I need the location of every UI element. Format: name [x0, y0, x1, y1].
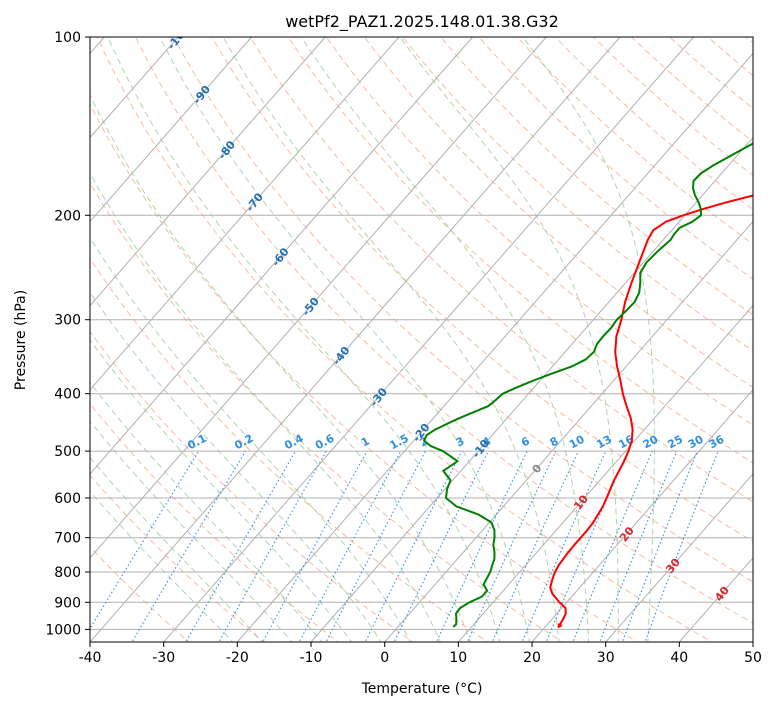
y-tick-label: 900	[54, 595, 81, 611]
isotherm	[237, 37, 767, 642]
mixing-ratio-line	[184, 451, 295, 644]
x-tick-label: 50	[744, 650, 762, 666]
mixing-ratio-line	[298, 451, 401, 644]
dry-adiabat	[212, 37, 775, 644]
chart-title: wetPf2_PAZ1.2025.148.01.38.G32	[285, 12, 559, 32]
dry-adiabat	[288, 37, 775, 644]
dry-adiabat	[0, 37, 341, 644]
y-tick-label: 700	[54, 531, 81, 547]
mixing-ratio-line	[545, 451, 628, 644]
mixing-ratio-line	[393, 451, 488, 644]
y-tick-label: 100	[54, 30, 81, 46]
x-tick-label: 20	[523, 650, 541, 666]
isotherm	[753, 37, 775, 642]
mixing-ratio-label: 0.1	[185, 432, 208, 453]
mixing-ratio-label: 25	[665, 433, 685, 452]
isotherm	[679, 37, 775, 642]
mixing-ratio-label: 8	[548, 434, 561, 449]
mixing-ratio-line	[262, 451, 368, 644]
y-tick-label: 600	[54, 491, 81, 507]
dry-adiabat	[555, 37, 775, 644]
mixing-ratio-label: 3	[454, 434, 467, 449]
moist-adiabat	[0, 150, 294, 645]
y-tick-label: 800	[54, 565, 81, 581]
x-tick-label: 0	[380, 650, 389, 666]
x-tick-label: -40	[79, 650, 102, 666]
x-axis-label: Temperature (°C)	[361, 681, 483, 697]
x-tick-label: 10	[449, 650, 467, 666]
moist-adiabat	[0, 133, 324, 645]
mixing-ratio-line	[466, 451, 555, 644]
moist-adiabat	[108, 37, 500, 644]
mixing-ratio-label: 16	[616, 433, 636, 452]
mixing-ratio-label: 6	[519, 434, 532, 449]
mixing-ratio-line	[325, 451, 426, 644]
moist-adiabat	[223, 37, 559, 644]
mixing-ratio-label: 30	[686, 433, 706, 452]
dry-adiabat	[97, 37, 716, 644]
dry-adiabat	[326, 37, 775, 644]
mixing-ratio-label: 13	[594, 433, 614, 452]
mixing-ratio-line	[218, 451, 327, 644]
mixing-ratio-label: 1.5	[387, 432, 410, 453]
mixing-ratio-line	[622, 451, 698, 644]
x-tick-label: -20	[226, 650, 249, 666]
dewpoint-profile	[424, 37, 775, 627]
mixing-ratio-label: 1	[359, 434, 372, 449]
moist-adiabat	[523, 37, 655, 644]
dry-adiabat	[708, 37, 775, 644]
moist-adiabat	[9, 73, 412, 644]
y-axis-label: Pressure (hPa)	[13, 290, 29, 390]
y-tick-label: 400	[54, 387, 81, 403]
dry-adiabat	[746, 37, 775, 644]
y-tick-label: 300	[54, 313, 81, 329]
grid-layer	[0, 37, 775, 644]
y-tick-label: 1000	[45, 622, 81, 638]
mixing-ratio-line	[572, 451, 652, 644]
y-tick-label: 200	[54, 208, 81, 224]
dry-adiabat	[517, 37, 775, 644]
mixing-ratio-line	[521, 451, 606, 644]
mixing-ratio-label: 0.2	[232, 432, 255, 453]
mixing-ratio-label: 20	[641, 433, 661, 452]
dry-adiabat	[403, 37, 775, 644]
mixing-ratio-label: 0.4	[282, 432, 306, 453]
mixing-ratio-label: 10	[567, 433, 587, 452]
dry-adiabat	[479, 37, 775, 644]
x-tick-label: 40	[670, 650, 688, 666]
profile-layer	[424, 37, 775, 627]
x-tick-label: 30	[597, 650, 615, 666]
mixing-ratio-line	[131, 451, 246, 644]
moist-adiabat	[400, 37, 619, 644]
moist-adiabat	[0, 94, 383, 644]
isotherm	[606, 37, 775, 642]
isotherm	[385, 37, 775, 642]
temperature-profile	[550, 37, 775, 627]
isotherm	[0, 37, 399, 642]
dry-adiabat	[250, 37, 775, 644]
x-tick-label: -30	[152, 650, 175, 666]
moist-adiabat	[160, 37, 530, 644]
x-tick-label: -10	[300, 650, 323, 666]
y-tick-label: 500	[54, 444, 81, 460]
plot-frame	[90, 37, 753, 642]
mixing-ratio-line	[644, 451, 718, 644]
dry-adiabat	[441, 37, 775, 644]
isotherm	[0, 37, 473, 642]
dry-adiabat	[59, 37, 641, 644]
isotherm	[0, 37, 252, 642]
